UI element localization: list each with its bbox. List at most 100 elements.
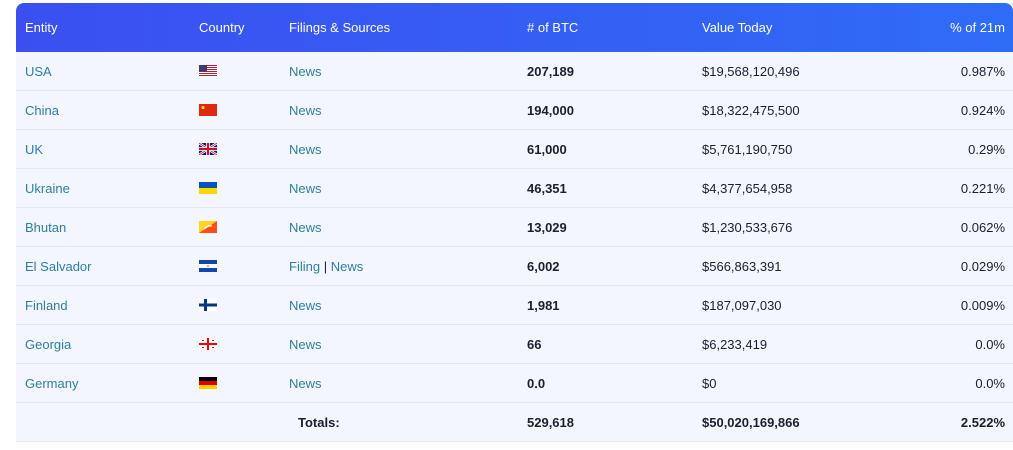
entity-cell: El Salvador [16,247,190,286]
flag-china [199,104,217,116]
header-cell: # of BTC [527,20,579,35]
country-cell [190,286,280,325]
btc-cell: 6,002 [518,247,693,286]
sources-cell: News [280,169,518,208]
holdings-table: Entity Country Filings & Sources # of BT… [16,3,1013,442]
source-link[interactable]: News [289,102,322,118]
table-row: China News 194,000 $18,322,475,500 0.924% [16,91,1013,130]
entity-link[interactable]: Ukraine [25,180,70,196]
value-cell: $6,233,419 [693,325,850,364]
header-cell: % of 21m [950,20,1005,35]
totals-row: Totals: 529,618 $50,020,169,866 2.522% [16,403,1013,442]
sources-cell: News [280,52,518,91]
table-row: El Salvador Filing | News 6,002 $566,863,39… [16,247,1013,286]
entity-cell: USA [16,52,190,91]
source-link[interactable]: News [289,297,322,313]
flag-germany [199,377,217,389]
header-cell: Country [199,20,245,35]
entity-link[interactable]: UK [25,141,44,157]
value-cell: $0 [693,364,850,403]
entity-link[interactable]: Germany [25,375,79,391]
entity-cell: UK [16,130,190,169]
country-cell [190,364,280,403]
percent-cell: 0.221% [850,169,1013,208]
entity-cell: Bhutan [16,208,190,247]
flag-finland [199,299,217,311]
source-link[interactable]: News [289,336,322,352]
percent-cell: 0.987% [850,52,1013,91]
table-row: USA News 207,189 $19,568,120,496 0.987% [16,52,1013,91]
flag-georgia [199,338,217,350]
source-link[interactable]: Filing [289,258,321,274]
entity-cell: Finland [16,286,190,325]
entity-cell: Georgia [16,325,190,364]
header-cell: Value Today [702,20,773,35]
source-link[interactable]: News [289,219,322,235]
percent-cell: 0.29% [850,130,1013,169]
value-cell: $1,230,533,676 [693,208,850,247]
entity-link[interactable]: Bhutan [25,219,67,235]
entity-link[interactable]: China [25,102,59,118]
table-row: Finland News 1,981 $187,097,030 0.009% [16,286,1013,325]
value-cell: $187,097,030 [693,286,850,325]
percent-cell: 0.029% [850,247,1013,286]
header-cell: Entity [25,20,58,35]
btc-cell: 194,000 [518,91,693,130]
percent-cell: 0.062% [850,208,1013,247]
btc-cell: 1,981 [518,286,693,325]
table-row: Bhutan News 13,029 $1,230,533,676 0.062% [16,208,1013,247]
btc-cell: 61,000 [518,130,693,169]
value-cell: $4,377,654,958 [693,169,850,208]
totals-value: $50,020,169,866 [693,403,850,442]
btc-cell: 66 [518,325,693,364]
sources-cell: News [280,208,518,247]
table-header: Entity Country Filings & Sources # of BT… [16,3,1013,52]
country-cell [190,208,280,247]
country-cell [190,247,280,286]
btc-cell: 46,351 [518,169,693,208]
flag-uk [199,143,217,155]
header-cell: Filings & Sources [289,20,391,35]
value-cell: $18,322,475,500 [693,91,850,130]
sources-cell: News [280,325,518,364]
table-row: Germany News 0.0 $0 0.0% [16,364,1013,403]
percent-cell: 0.924% [850,91,1013,130]
totals-label: Totals: [280,403,518,442]
percent-cell: 0.009% [850,286,1013,325]
table-row: Georgia News 66 $6,233,419 0.0% [16,325,1013,364]
percent-cell: 0.0% [850,325,1013,364]
source-link[interactable]: News [289,375,322,391]
percent-cell: 0.0% [850,364,1013,403]
value-cell: $566,863,391 [693,247,850,286]
sources-cell: News [280,286,518,325]
empty-cell [16,403,190,442]
value-cell: $5,761,190,750 [693,130,850,169]
btc-cell: 0.0 [518,364,693,403]
country-cell [190,52,280,91]
source-link[interactable]: News [289,180,322,196]
flag-usa [199,65,217,77]
btc-cell: 13,029 [518,208,693,247]
source-separator: | [323,258,328,274]
entity-link[interactable]: Finland [25,297,68,313]
entity-link[interactable]: Georgia [25,336,72,352]
sources-cell: Filing | News [280,247,518,286]
entity-link[interactable]: El Salvador [25,258,92,274]
entity-link[interactable]: USA [25,63,52,79]
table-container: Entity Country Filings & Sources # of BT… [16,3,1013,442]
empty-cell [190,403,280,442]
btc-cell: 207,189 [518,52,693,91]
value-cell: $19,568,120,496 [693,52,850,91]
sources-cell: News [280,91,518,130]
country-cell [190,91,280,130]
source-link[interactable]: News [330,258,364,274]
table-row: UK News 61,000 $5,761,190,750 0.29% [16,130,1013,169]
entity-cell: Ukraine [16,169,190,208]
source-link[interactable]: News [289,63,322,79]
totals-btc: 529,618 [518,403,693,442]
country-cell [190,325,280,364]
source-link[interactable]: News [289,141,322,157]
flag-el-salvador [199,260,217,272]
entity-cell: China [16,91,190,130]
sources-cell: News [280,130,518,169]
